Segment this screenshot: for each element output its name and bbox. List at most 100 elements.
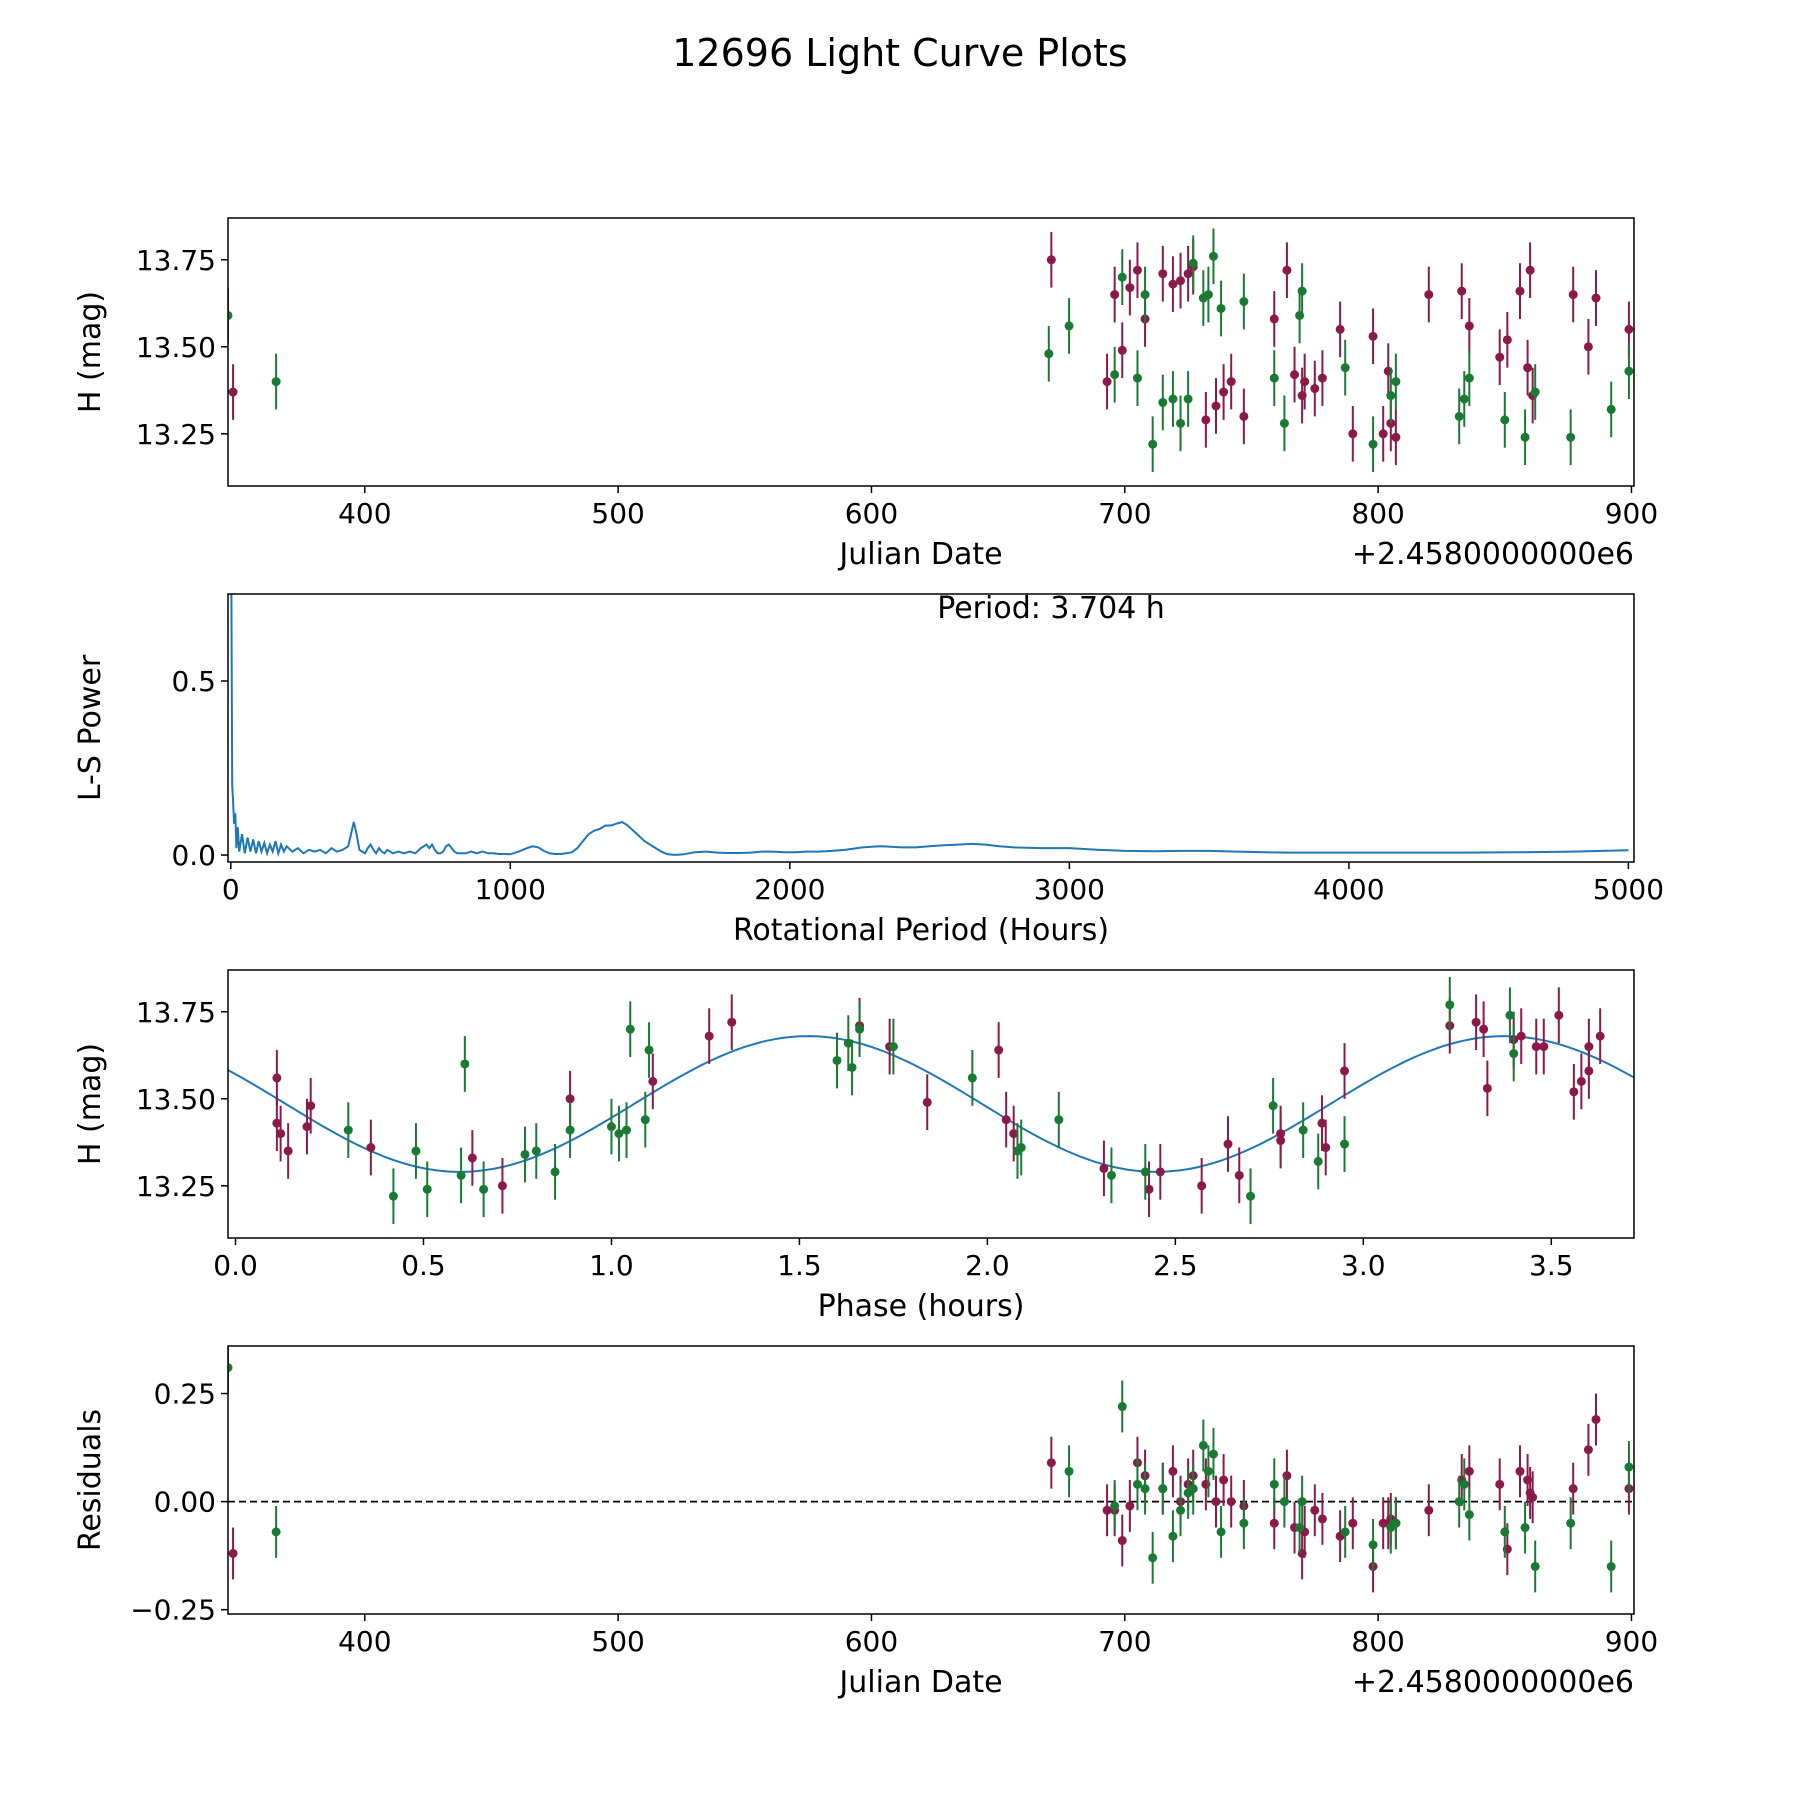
data-point: [1140, 1167, 1150, 1177]
y-tick-label: 13.75: [136, 996, 216, 1029]
data-point: [1457, 286, 1467, 296]
data-point: [994, 1045, 1004, 1055]
axes-frame: [227, 1345, 1635, 1615]
data-point: [1576, 1076, 1586, 1086]
plot-area: [228, 1346, 1634, 1593]
data-point: [1239, 411, 1249, 421]
data-point: [1223, 1139, 1233, 1149]
subplot-1: 400 500 600 700 800 900 13.25 13.50 13.75 Julian …: [73, 217, 1658, 572]
data-point: [1117, 345, 1127, 355]
data-point: [497, 1181, 507, 1191]
data-point: [1464, 373, 1474, 383]
data-point: [1188, 258, 1198, 268]
data-point: [228, 387, 238, 397]
data-point: [1391, 1518, 1401, 1528]
data-point: [1176, 1505, 1186, 1515]
y-axis-label: H (mag): [73, 1043, 108, 1165]
data-point: [550, 1167, 560, 1177]
data-point: [614, 1129, 624, 1139]
data-point: [422, 1184, 432, 1194]
data-point: [1310, 384, 1320, 394]
data-point: [456, 1170, 466, 1180]
data-point: [1001, 1115, 1011, 1125]
y-tick-label: 0.5: [171, 665, 216, 698]
data-point: [1183, 269, 1193, 279]
data-point: [272, 1073, 282, 1083]
data-point: [1183, 394, 1193, 404]
data-point: [1500, 415, 1510, 425]
data-point: [1276, 1129, 1286, 1139]
data-point: [1495, 352, 1505, 362]
data-point: [1454, 411, 1464, 421]
data-point: [1132, 1479, 1142, 1489]
data-point: [855, 1024, 865, 1034]
series-magenta: [228, 231, 1634, 466]
data-point: [1216, 303, 1226, 313]
x-tick-label: 400: [338, 497, 391, 530]
data-point: [1523, 363, 1533, 373]
data-point: [1168, 1466, 1178, 1476]
data-point: [1378, 429, 1388, 439]
data-point: [1495, 1479, 1505, 1489]
data-point: [621, 1125, 631, 1135]
data-point: [832, 1055, 842, 1065]
data-point: [1054, 1115, 1064, 1125]
axes-frame: [227, 217, 1635, 487]
data-point: [625, 1024, 635, 1034]
data-point: [1216, 1527, 1226, 1537]
data-point: [271, 1527, 281, 1537]
data-point: [922, 1097, 932, 1107]
x-tick-label: 700: [1098, 497, 1151, 530]
x-axis-label: Phase (hours): [818, 1289, 1025, 1324]
data-point: [1424, 1505, 1434, 1515]
data-point: [1269, 314, 1279, 324]
x-tick-label: 4000: [1313, 873, 1384, 906]
data-point: [1155, 1167, 1165, 1177]
x-tick-label: 1.5: [777, 1249, 822, 1282]
data-point: [1132, 373, 1142, 383]
y-tick-label: −0.25: [130, 1594, 216, 1627]
data-point: [1198, 1440, 1208, 1450]
data-point: [1530, 387, 1540, 397]
plot-area: [228, 976, 1634, 1225]
data-point: [1624, 366, 1634, 376]
axes-frame: [227, 593, 1635, 863]
data-point: [1208, 251, 1218, 261]
data-point: [1464, 321, 1474, 331]
data-point: [565, 1125, 575, 1135]
x-axis-label: Rotational Period (Hours): [733, 913, 1109, 948]
data-point: [460, 1059, 470, 1069]
data-point: [1391, 377, 1401, 387]
data-point: [276, 1129, 286, 1139]
data-point: [704, 1031, 714, 1041]
subplots: 400 500 600 700 800 900 13.25 13.50 13.75 Julian …: [73, 217, 1664, 1700]
data-point: [1298, 1125, 1308, 1135]
series-magenta: [228, 1393, 1634, 1593]
data-point: [1595, 1031, 1605, 1041]
data-point: [606, 1122, 616, 1132]
y-axis-label: Residuals: [73, 1409, 108, 1551]
data-point: [1203, 290, 1213, 300]
data-point: [1158, 397, 1168, 407]
data-point: [1158, 1484, 1168, 1494]
data-point: [1282, 265, 1292, 275]
data-point: [1064, 321, 1074, 331]
data-point: [1391, 432, 1401, 442]
data-point: [1539, 1042, 1549, 1052]
data-point: [1335, 324, 1345, 334]
data-point: [1348, 1518, 1358, 1528]
series-green: [228, 228, 1634, 473]
data-point: [1269, 1479, 1279, 1489]
data-point: [1583, 1445, 1593, 1455]
data-point: [1269, 1518, 1279, 1528]
data-point: [644, 1045, 654, 1055]
data-point: [1208, 1449, 1218, 1459]
data-point: [1479, 1024, 1489, 1034]
data-point: [1566, 1518, 1576, 1528]
y-tick-label: 13.25: [136, 1170, 216, 1203]
data-point: [1099, 1163, 1109, 1173]
figure-title: 12696 Light Curve Plots: [672, 31, 1127, 75]
x-tick-label: 2000: [754, 873, 825, 906]
data-point: [888, 1042, 898, 1052]
